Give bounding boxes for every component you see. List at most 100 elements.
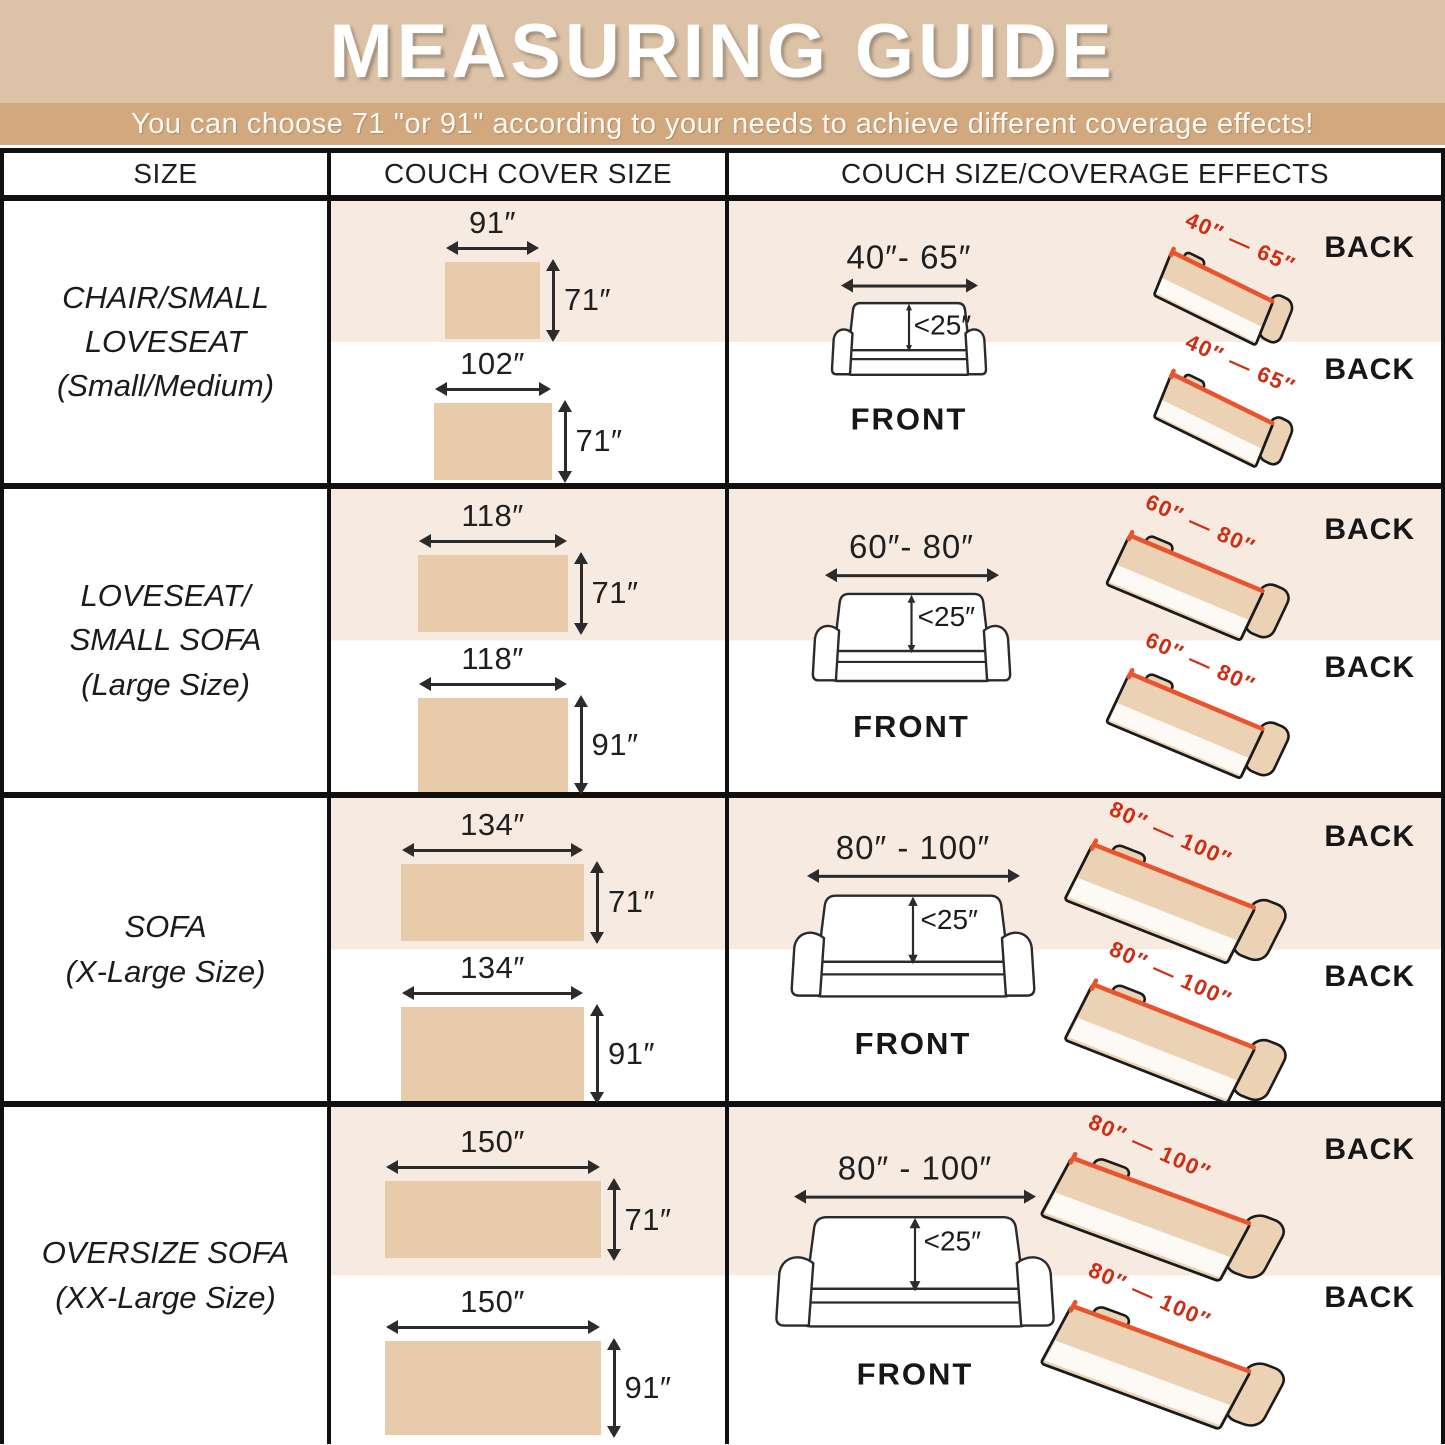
cover-size-subrow: 134″ 71″ [331, 798, 725, 950]
front-sofa-illustration [809, 587, 1014, 689]
front-label: FRONT [854, 1025, 972, 1061]
cover-rectangle [401, 1006, 585, 1101]
column-header-cover-size: COUCH COVER SIZE [327, 153, 725, 195]
size-label-line: LOVESEAT [84, 323, 247, 359]
back-label: BACK [1324, 513, 1415, 546]
couch-depth-label: <25″ [917, 600, 976, 632]
size-label-line: SOFA [124, 909, 207, 945]
cover-rectangle [433, 402, 552, 480]
table-body: CHAIR/SMALL LOVESEAT (Small/Medium) 91″ … [4, 201, 1441, 1444]
back-view-diagram: 80″ — 100″ BACK [1039, 1109, 1415, 1289]
coverage-cell: 40″- 65″ <25″ FRONT [725, 201, 1441, 483]
height-arrow-icon [590, 1003, 605, 1104]
cover-height-label: 71″ [564, 282, 611, 317]
height-arrow-icon [606, 1338, 621, 1439]
cover-size-cell: 91″ 71″ 102″ [327, 201, 725, 483]
cover-size-subrow: 91″ 71″ [331, 201, 725, 342]
front-label: FRONT [850, 401, 968, 437]
back-sofa-illustration [1039, 1289, 1303, 1437]
subtitle-banner: You can choose 71 "or 91" according to y… [0, 103, 1445, 145]
cover-dimensions-diagram: 91″ 71″ [445, 204, 611, 342]
table-row: LOVESEAT/ SMALL SOFA (Large Size) 118″ 7… [4, 489, 1441, 798]
width-arrow-icon [385, 1160, 600, 1175]
back-label: BACK [1324, 960, 1415, 993]
coverage-cell: 60″- 80″ <25″ FRONT [725, 489, 1441, 792]
cover-dimensions-diagram: 150″ 71″ [384, 1124, 672, 1262]
page-title: MEASURING GUIDE [329, 9, 1116, 94]
back-view-diagram: 80″ — 100″ BACK [1063, 936, 1415, 1111]
divider [0, 145, 1445, 148]
cover-width-label: 150″ [460, 1284, 525, 1320]
size-label-line: (Small/Medium) [56, 368, 275, 403]
back-label: BACK [1324, 820, 1415, 853]
width-arrow-icon [402, 985, 584, 1000]
back-label: BACK [1324, 1281, 1415, 1314]
cover-size-subrow: 134″ 91″ [331, 949, 725, 1104]
width-arrow-icon [418, 676, 567, 691]
couch-width-range-label: 80″ - 100″ [837, 1149, 993, 1187]
cover-rectangle [384, 1341, 601, 1436]
width-range-arrow-icon [794, 1189, 1036, 1204]
size-cell: CHAIR/SMALL LOVESEAT (Small/Medium) [4, 201, 327, 483]
cover-rectangle [384, 1181, 601, 1259]
front-label: FRONT [853, 708, 970, 744]
cover-size-subrow: 150″ 71″ [331, 1107, 725, 1276]
cover-size-cell: 150″ 71″ 150″ [327, 1107, 725, 1444]
height-arrow-icon [546, 258, 561, 342]
height-arrow-icon [557, 399, 572, 483]
height-arrow-icon [573, 551, 588, 635]
couch-width-range-label: 40″- 65″ [846, 238, 972, 276]
width-range-arrow-icon [824, 567, 999, 582]
cover-width-label: 91″ [469, 204, 516, 240]
size-label-line: (Large Size) [81, 666, 250, 702]
back-label: BACK [1324, 651, 1415, 684]
couch-depth-label: <25″ [923, 1226, 982, 1258]
cover-size-subrow: 102″ 71″ [331, 342, 725, 483]
measuring-table: SIZE COUCH COVER SIZE COUCH SIZE/COVERAG… [0, 148, 1445, 1444]
height-arrow-icon [573, 694, 588, 795]
cover-dimensions-diagram: 118″ 91″ [417, 640, 639, 795]
back-view-diagram: 80″ — 100″ BACK [1063, 796, 1415, 971]
back-view-diagram: 40″ — 65″ BACK [1153, 207, 1415, 351]
front-view-diagram: 40″- 65″ <25″ FRONT [829, 239, 989, 438]
size-label-line: (XX-Large Size) [55, 1279, 276, 1315]
cover-height-label: 71″ [575, 423, 623, 458]
column-header-coverage: COUCH SIZE/COVERAGE EFFECTS [725, 153, 1441, 195]
cover-width-label: 150″ [460, 1124, 525, 1160]
cover-dimensions-diagram: 102″ 71″ [433, 346, 623, 483]
front-view-diagram: 80″ - 100″ <25″ FRONT [771, 1149, 1059, 1392]
table-row: SOFA (X-Large Size) 134″ 71″ [4, 796, 1441, 1107]
cover-dimensions-diagram: 118″ 71″ [417, 497, 639, 635]
cover-height-label: 91″ [591, 726, 639, 762]
width-arrow-icon [402, 842, 584, 857]
cover-width-label: 118″ [461, 640, 524, 676]
cover-rectangle [445, 261, 541, 339]
height-arrow-icon [590, 860, 605, 944]
back-label: BACK [1324, 353, 1415, 386]
front-view-diagram: 60″- 80″ <25″ FRONT [809, 528, 1014, 745]
back-view-diagram: 60″ — 80″ BACK [1105, 627, 1415, 785]
cover-width-label: 118″ [461, 497, 524, 533]
size-cell: SOFA (X-Large Size) [4, 798, 327, 1101]
cover-rectangle [401, 863, 585, 941]
cover-width-label: 134″ [460, 949, 525, 985]
cover-size-subrow: 118″ 71″ [331, 489, 725, 641]
back-label: BACK [1324, 231, 1415, 264]
width-arrow-icon [446, 240, 540, 255]
cover-size-cell: 134″ 71″ 134″ [327, 798, 725, 1104]
table-header-row: SIZE COUCH COVER SIZE COUCH SIZE/COVERAG… [4, 153, 1441, 201]
back-sofa-illustration [1153, 361, 1303, 473]
back-view-diagram: 40″ — 65″ BACK [1153, 329, 1415, 473]
cover-dimensions-diagram: 134″ 71″ [401, 807, 655, 944]
column-header-size: SIZE [4, 153, 327, 195]
couch-width-range-label: 80″ - 100″ [835, 828, 991, 866]
width-arrow-icon [434, 381, 551, 396]
page-header: MEASURING GUIDE [0, 0, 1445, 103]
subtitle-text: You can choose 71 "or 91" according to y… [131, 107, 1314, 140]
back-view-diagram: 60″ — 80″ BACK [1105, 489, 1415, 647]
size-label-line: SMALL SOFA [69, 622, 262, 658]
couch-depth-label: <25″ [913, 309, 972, 341]
cover-height-label: 71″ [591, 575, 639, 611]
size-label-line: CHAIR/SMALL [62, 279, 269, 315]
back-sofa-illustration [1039, 1141, 1303, 1289]
